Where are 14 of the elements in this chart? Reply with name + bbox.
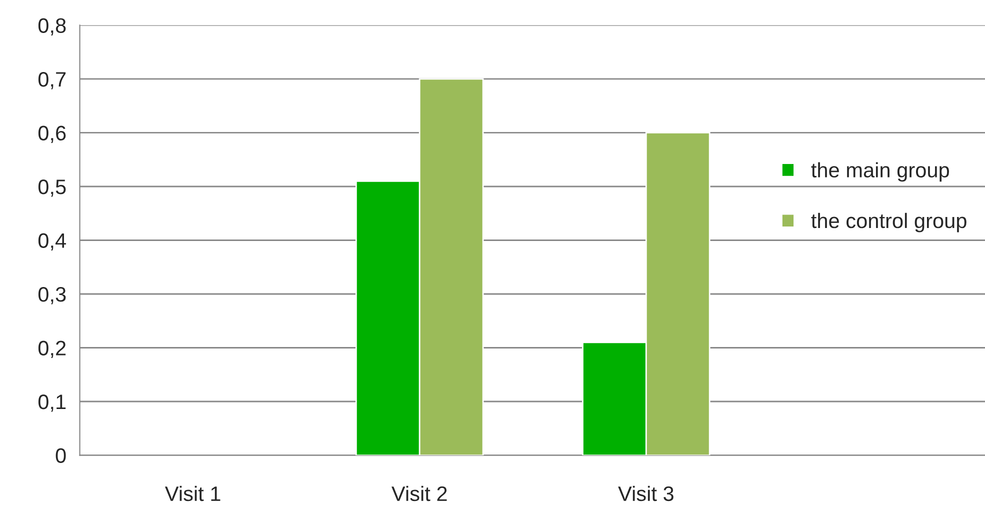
y-tick-label: 0,8 — [38, 18, 66, 36]
x-tick-label: Visit 3 — [618, 486, 674, 502]
x-tick-label: Visit 2 — [392, 486, 447, 502]
legend-label: the control group — [811, 212, 966, 232]
legend-label: the main group — [811, 162, 949, 182]
y-tick-label: 0,6 — [38, 126, 66, 143]
y-tick-label: 0 — [56, 448, 66, 464]
y-tick-label: 0,4 — [38, 233, 66, 250]
y-tick-label: 0,7 — [38, 72, 66, 90]
y-tick-label: 0,3 — [38, 287, 66, 304]
x-tick-label: Visit 1 — [164, 486, 220, 502]
y-tick-label: 0,2 — [38, 340, 66, 358]
y-tick-label: 0,1 — [38, 394, 66, 412]
y-tick-label: 0,5 — [38, 179, 66, 197]
